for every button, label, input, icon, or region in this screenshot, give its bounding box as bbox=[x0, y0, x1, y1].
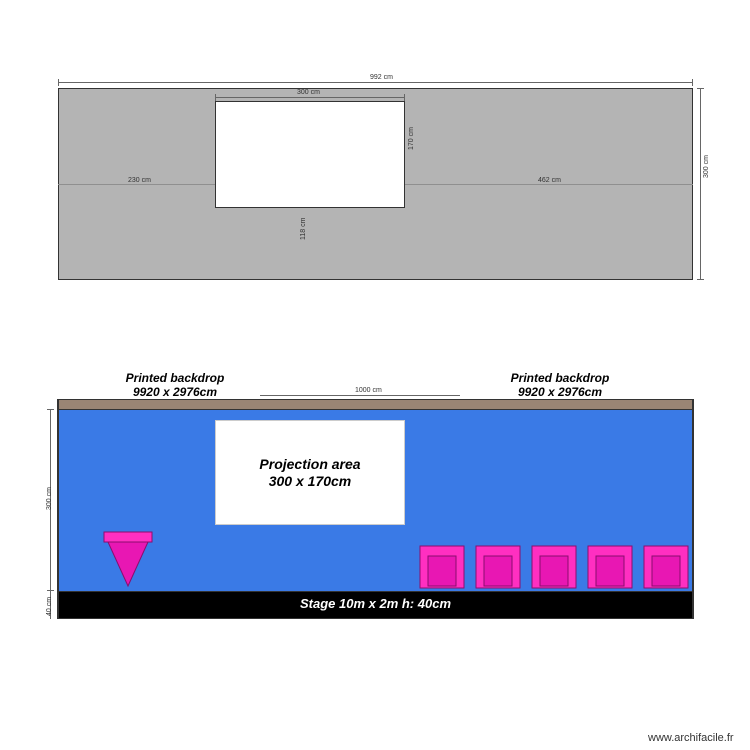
dim-left-40: 40 cm bbox=[46, 597, 53, 616]
dim-line bbox=[215, 97, 405, 98]
dim-right-full: 300 cm bbox=[703, 155, 710, 178]
dim-left-300: 300 cm bbox=[46, 487, 53, 510]
dim-top-screen: 300 cm bbox=[297, 89, 320, 96]
dim-tick bbox=[697, 88, 704, 89]
dim-left-seg: 230 cm bbox=[128, 177, 151, 184]
dim-line bbox=[260, 395, 460, 396]
projection-l1: Projection area bbox=[259, 456, 360, 472]
chair-icon bbox=[474, 544, 522, 590]
chair-icon bbox=[642, 544, 690, 590]
dim-right-seg: 462 cm bbox=[538, 177, 561, 184]
backdrop-right-l1: Printed backdrop bbox=[511, 371, 610, 385]
backdrop-strip bbox=[58, 399, 693, 410]
chair-icon bbox=[530, 544, 578, 590]
chair-icon bbox=[418, 544, 466, 590]
dim-tick bbox=[692, 79, 693, 86]
dim-tick bbox=[47, 409, 54, 410]
projection-l2: 300 x 170cm bbox=[269, 473, 352, 489]
dim-line bbox=[700, 88, 701, 280]
frame-left bbox=[57, 399, 58, 619]
dim-tick bbox=[404, 94, 405, 101]
backdrop-left-l1: Printed backdrop bbox=[126, 371, 225, 385]
lectern-icon bbox=[100, 528, 156, 590]
backdrop-label-right: Printed backdrop 9920 x 2976cm bbox=[470, 372, 650, 400]
dim-below-screen: 118 cm bbox=[300, 218, 307, 240]
watermark: www.archifacile.fr bbox=[648, 732, 734, 744]
dim-screen-h: 170 cm bbox=[408, 127, 415, 150]
backdrop-right-l2: 9920 x 2976cm bbox=[518, 385, 602, 399]
stage-label: Stage 10m x 2m h: 40cm bbox=[58, 596, 693, 611]
backdrop-left-l2: 9920 x 2976cm bbox=[133, 385, 217, 399]
dim-bottom-top: 1000 cm bbox=[355, 387, 382, 394]
dim-top-full: 992 cm bbox=[370, 74, 393, 81]
dim-tick bbox=[58, 79, 59, 86]
dim-tick bbox=[215, 94, 216, 101]
projection-area: Projection area 300 x 170cm bbox=[215, 420, 405, 525]
dim-line bbox=[58, 82, 693, 83]
top-screen bbox=[215, 101, 405, 208]
chair-icon bbox=[586, 544, 634, 590]
backdrop-label-left: Printed backdrop 9920 x 2976cm bbox=[95, 372, 255, 400]
dim-tick bbox=[697, 279, 704, 280]
frame-right bbox=[693, 399, 694, 619]
